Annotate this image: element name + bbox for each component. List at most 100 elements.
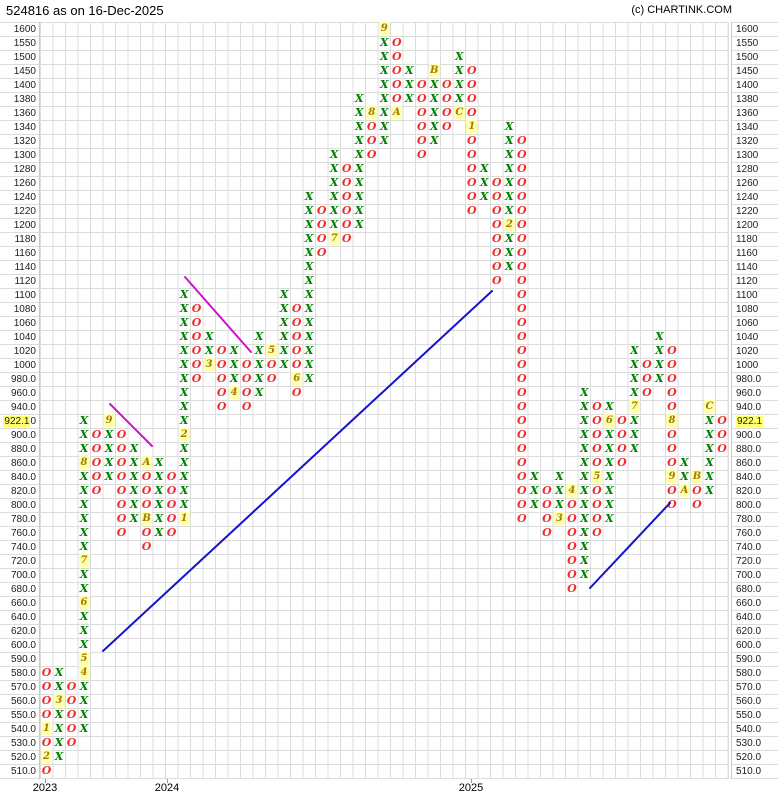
pnf-o-box: O (542, 526, 552, 539)
pnf-o-box: O (517, 428, 527, 441)
pnf-x-box: X (79, 526, 89, 539)
year-label: 2024 (154, 782, 180, 794)
pnf-o-box: O (141, 470, 152, 483)
pnf-x-box: X (705, 470, 714, 483)
pnf-x-box: X (79, 498, 89, 511)
pnf-x-box: X (279, 288, 289, 301)
pnf-o-box: O (241, 372, 252, 385)
price-label-right: 1180 (736, 234, 758, 245)
pnf-o-box: O (517, 414, 527, 427)
price-label-left: 840.0 (10, 472, 36, 483)
pnf-x-box: X (580, 456, 589, 469)
pnf-x-box: X (179, 456, 189, 469)
pnf-month-box: B (691, 470, 703, 483)
pnf-x-box: X (630, 386, 639, 399)
pnf-x-box: X (505, 204, 514, 217)
pnf-month-box: 8 (365, 106, 378, 120)
pnf-o-box: O (116, 484, 127, 497)
pnf-x-box: X (254, 386, 264, 399)
pnf-x-box: X (229, 358, 239, 371)
pnf-o-box: O (116, 512, 127, 525)
pnf-o-box: O (291, 330, 302, 343)
pnf-o-box: O (517, 302, 527, 315)
pnf-x-box: X (229, 372, 239, 385)
pnf-o-box: O (216, 400, 227, 413)
pnf-o-box: O (517, 162, 527, 175)
pnf-x-box: X (179, 330, 189, 343)
pnf-x-box: X (580, 414, 589, 427)
pnf-x-box: X (179, 344, 189, 357)
pnf-o-box: O (391, 64, 402, 77)
price-label-right: 540.0 (736, 724, 762, 735)
pnf-x-box: X (304, 372, 314, 385)
pnf-o-box: O (592, 498, 602, 511)
pnf-x-box: X (304, 218, 314, 231)
pnf-o-box: O (241, 400, 252, 413)
price-label-left: 580.0 (10, 668, 36, 679)
pnf-x-box: X (179, 316, 189, 329)
pnf-o-box: O (517, 316, 527, 329)
pnf-month-box: 7 (328, 232, 341, 246)
price-label-left: 900.0 (10, 430, 36, 441)
pnf-o-box: O (166, 498, 177, 511)
pnf-x-box: X (179, 386, 189, 399)
price-label-left: 1360 (13, 108, 36, 119)
pnf-x-box: X (179, 400, 189, 413)
pnf-x-box: X (530, 484, 539, 497)
pnf-x-box: X (630, 414, 639, 427)
pnf-x-box: X (379, 106, 389, 119)
price-label-right: 720.0 (736, 556, 762, 567)
price-label-left: 760.0 (10, 528, 36, 539)
price-label-left: 720.0 (10, 556, 36, 567)
pnf-x-box: X (429, 120, 439, 133)
price-label-left: 540.0 (10, 724, 36, 735)
pnf-o-box: O (517, 456, 527, 469)
pnf-o-box: O (116, 498, 127, 511)
pnf-x-box: X (179, 484, 189, 497)
pnf-o-box: O (517, 484, 527, 497)
pnf-x-box: X (705, 484, 714, 497)
pnf-o-box: O (592, 414, 602, 427)
pnf-o-box: O (166, 512, 177, 525)
pnf-x-box: X (229, 344, 239, 357)
pnf-x-box: X (154, 512, 164, 525)
pnf-x-box: X (429, 106, 439, 119)
pnf-x-box: X (254, 330, 264, 343)
price-label-right: 1220 (736, 206, 759, 217)
price-label-left: 600.0 (10, 640, 36, 651)
pnf-x-box: X (429, 134, 439, 147)
pnf-x-box: X (580, 470, 589, 483)
pnf-o-box: O (517, 372, 527, 385)
pnf-o-box: O (416, 106, 427, 119)
pnf-x-box: X (480, 190, 489, 203)
pnf-x-box: X (279, 316, 289, 329)
pnf-o-box: O (391, 92, 402, 105)
price-label-left: 530.0 (10, 738, 36, 749)
pnf-x-box: X (505, 190, 514, 203)
pnf-o-box: O (116, 428, 127, 441)
pnf-o-box: O (567, 540, 577, 553)
price-label-right: 1120 (736, 276, 758, 287)
price-label-right: 530.0 (736, 738, 762, 749)
pnf-o-box: O (91, 442, 102, 455)
price-label-left: 780.0 (10, 514, 36, 525)
pnf-x-box: X (304, 260, 314, 273)
price-label-right: 1200 (736, 220, 759, 231)
pnf-x-box: X (129, 512, 139, 525)
pnf-o-box: O (467, 92, 477, 105)
pnf-o-box: O (642, 358, 652, 371)
price-label-left: 1140 (14, 262, 36, 273)
price-label-left: 570.0 (10, 682, 36, 693)
pnf-x-box: X (379, 78, 389, 91)
pnf-o-box: O (517, 470, 527, 483)
pnf-o-box: O (517, 400, 527, 413)
pnf-month-box: 1 (40, 722, 53, 736)
price-label-left: 680.0 (10, 584, 36, 595)
pnf-x-box: X (354, 106, 364, 119)
pnf-x-box: X (154, 498, 164, 511)
pnf-x-box: X (179, 442, 189, 455)
pnf-o-box: O (667, 372, 677, 385)
pnf-x-box: X (304, 302, 314, 315)
pnf-x-box: X (630, 344, 639, 357)
price-label-right: 840.0 (736, 472, 762, 483)
